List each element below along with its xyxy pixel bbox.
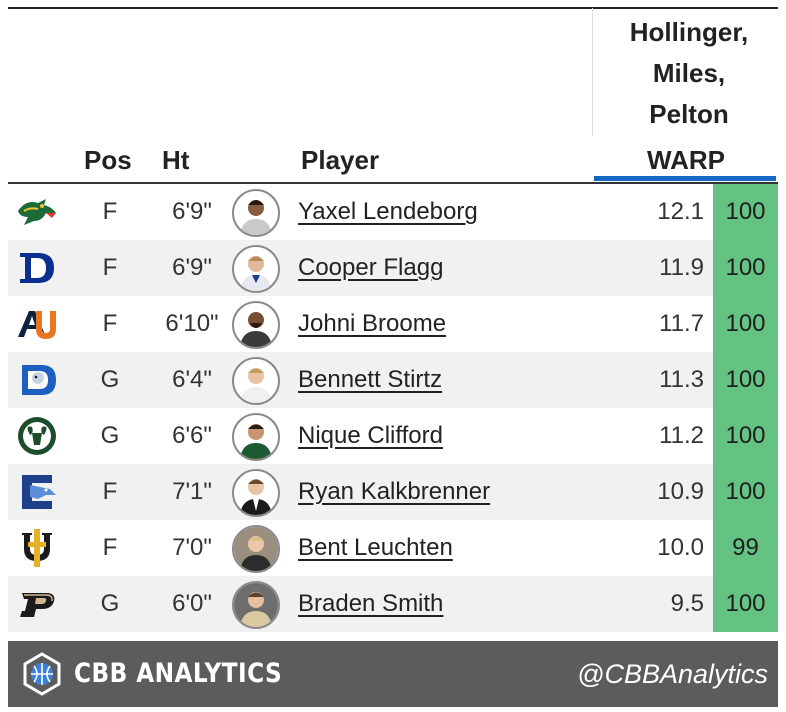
table-body: F 6'9" Yaxel Lendeborg 12.1 100 F 6'9" C… bbox=[8, 184, 778, 632]
player-headshot bbox=[232, 581, 280, 629]
player-name-link[interactable]: Johni Broome bbox=[298, 310, 447, 337]
warp-percentile: 100 bbox=[713, 464, 778, 520]
table-row: F 7'1" Ryan Kalkbrenner 10.9 100 bbox=[8, 464, 778, 520]
warp-percentile: 100 bbox=[713, 352, 778, 408]
player-name-link[interactable]: Ryan Kalkbrenner bbox=[298, 478, 491, 505]
duke-logo bbox=[20, 253, 54, 283]
player-height: 7'1" bbox=[172, 478, 212, 505]
player-height: 6'10" bbox=[165, 310, 219, 337]
group-title-line: Hollinger, bbox=[629, 17, 749, 47]
warp-percentile: 100 bbox=[713, 408, 778, 464]
player-name-link[interactable]: Yaxel Lendeborg bbox=[298, 198, 478, 225]
player-height: 6'0" bbox=[172, 590, 212, 617]
table-row: F 6'10" Johni Broome 11.7 100 bbox=[8, 296, 778, 352]
player-headshot bbox=[232, 413, 280, 461]
player-pos: F bbox=[102, 534, 118, 561]
warp-percentile: 99 bbox=[713, 520, 778, 576]
colorado-state-ram-logo bbox=[18, 417, 56, 455]
player-headshot bbox=[232, 189, 280, 237]
uab-dragon-logo bbox=[18, 199, 56, 225]
player-headshot bbox=[232, 301, 280, 349]
player-pos: F bbox=[102, 254, 118, 281]
creighton-bluejay-logo bbox=[22, 475, 56, 509]
warp-value: 11.3 bbox=[659, 366, 704, 393]
player-pos: G bbox=[100, 590, 120, 617]
player-name-link[interactable]: Bennett Stirtz bbox=[298, 366, 443, 393]
table-row: F 6'9" Yaxel Lendeborg 12.1 100 bbox=[8, 184, 778, 240]
table-row: F 7'0" Bent Leuchten 10.0 99 bbox=[8, 520, 778, 576]
table-row: G 6'4" Bennett Stirtz 11.3 100 bbox=[8, 352, 778, 408]
player-pos: G bbox=[100, 422, 120, 449]
header-player: Player bbox=[301, 145, 380, 175]
column-group-divider bbox=[592, 8, 593, 136]
header-warp: WARP bbox=[647, 145, 725, 175]
group-title-line: Miles, bbox=[652, 58, 726, 88]
player-height: 6'4" bbox=[172, 366, 212, 393]
warp-header-underline bbox=[594, 176, 776, 181]
player-pos: G bbox=[100, 366, 120, 393]
player-name-link[interactable]: Bent Leuchten bbox=[298, 534, 453, 561]
player-height: 6'9" bbox=[172, 254, 212, 281]
player-pos: F bbox=[102, 198, 118, 225]
basketball-hexagon-icon bbox=[23, 652, 61, 696]
table-row: F 6'9" Cooper Flagg 11.9 100 bbox=[8, 240, 778, 296]
player-height: 6'9" bbox=[172, 198, 212, 225]
player-name-link[interactable]: Cooper Flagg bbox=[298, 254, 444, 281]
warp-percentile: 100 bbox=[713, 296, 778, 352]
group-title-line: Pelton bbox=[649, 99, 729, 129]
warp-percentile: 100 bbox=[713, 184, 778, 240]
player-headshot bbox=[232, 469, 280, 517]
auburn-logo bbox=[18, 311, 56, 339]
column-group-title: Hollinger, Miles, Pelton bbox=[600, 12, 778, 135]
uc-irvine-logo bbox=[22, 529, 52, 567]
warp-value: 11.7 bbox=[659, 310, 704, 337]
dayton-flyer-logo bbox=[22, 365, 56, 395]
player-pos: F bbox=[102, 478, 118, 505]
brand-name: CBB ANALYTICS bbox=[74, 658, 283, 689]
player-headshot bbox=[232, 245, 280, 293]
warp-value: 9.5 bbox=[670, 590, 704, 617]
table-row: G 6'0" Braden Smith 9.5 100 bbox=[8, 576, 778, 632]
warp-value: 10.0 bbox=[657, 534, 704, 561]
header-rule bbox=[8, 182, 778, 184]
warp-percentile: 100 bbox=[713, 576, 778, 632]
table-row: G 6'6" Nique Clifford 11.2 100 bbox=[8, 408, 778, 464]
player-pos: F bbox=[102, 310, 118, 337]
footer-bar: CBB ANALYTICS @CBBAnalytics bbox=[8, 641, 778, 707]
player-height: 6'6" bbox=[172, 422, 212, 449]
purdue-logo bbox=[20, 593, 55, 617]
warp-percentile: 100 bbox=[713, 240, 778, 296]
player-name-link[interactable]: Nique Clifford bbox=[298, 422, 443, 449]
player-name-link[interactable]: Braden Smith bbox=[298, 590, 444, 617]
player-headshot bbox=[232, 357, 280, 405]
header-pos: Pos bbox=[84, 145, 132, 175]
player-height: 7'0" bbox=[172, 534, 212, 561]
player-headshot bbox=[232, 525, 280, 573]
warp-value: 12.1 bbox=[657, 198, 704, 225]
social-handle: @CBBAnalytics bbox=[577, 659, 768, 689]
warp-value: 11.9 bbox=[659, 254, 704, 281]
warp-value: 10.9 bbox=[657, 478, 704, 505]
warp-value: 11.2 bbox=[659, 422, 704, 449]
header-ht: Ht bbox=[162, 145, 190, 175]
top-rule bbox=[8, 7, 778, 9]
